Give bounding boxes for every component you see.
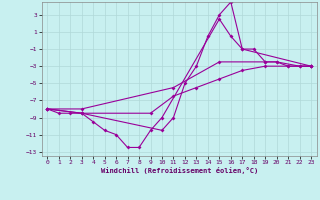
X-axis label: Windchill (Refroidissement éolien,°C): Windchill (Refroidissement éolien,°C) (100, 167, 258, 174)
